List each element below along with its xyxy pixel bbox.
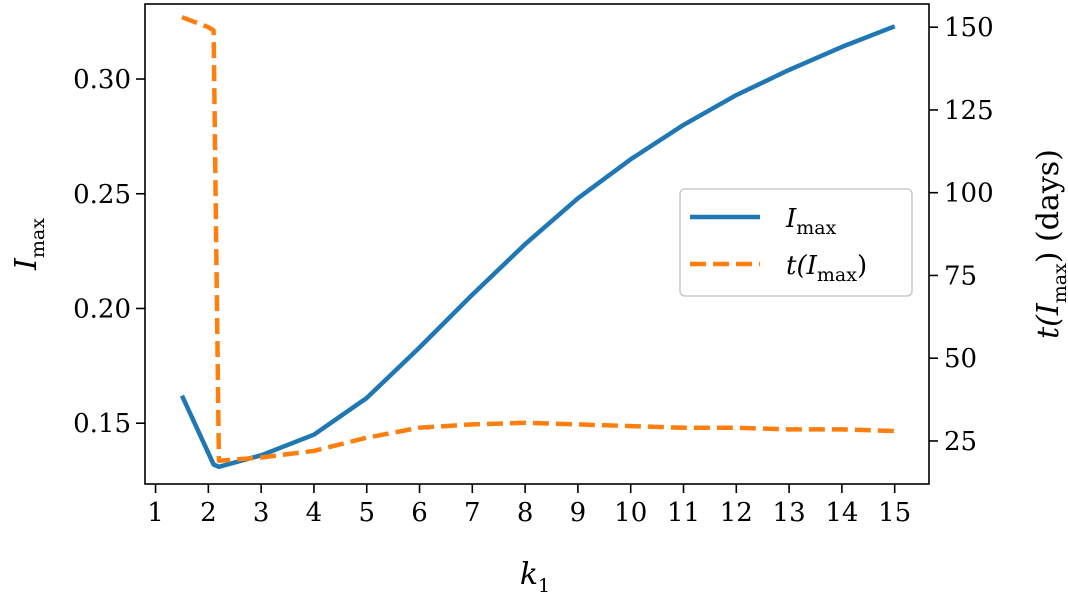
y-right-tick-label: 150 <box>944 13 994 43</box>
x-tick-label: 3 <box>253 498 270 528</box>
x-tick-label: 15 <box>878 498 911 528</box>
x-tick-label: 2 <box>200 498 217 528</box>
plot-frame <box>144 3 930 485</box>
x-tick-label: 5 <box>358 498 375 528</box>
y-right-tick-label: 125 <box>944 96 994 126</box>
x-tick-label: 13 <box>773 498 806 528</box>
x-tick-label: 6 <box>411 498 428 528</box>
y-right-tick-label: 50 <box>944 344 977 374</box>
x-tick-label: 12 <box>720 498 753 528</box>
y-left-tick-label: 0.20 <box>73 294 131 324</box>
legend-label-i-max: Imax <box>785 204 837 239</box>
x-axis: 1 2 3 4 5 6 7 8 9 10 11 12 13 14 15 <box>147 484 911 528</box>
x-tick-label: 4 <box>306 498 323 528</box>
y-axis-left: 0.15 0.20 0.25 0.30 <box>73 65 145 439</box>
x-tick-label: 14 <box>825 498 858 528</box>
x-tick-label: 11 <box>667 498 700 528</box>
x-tick-label: 1 <box>147 498 164 528</box>
y-right-tick-label: 25 <box>944 427 977 457</box>
legend: Imax t(Imax) <box>679 188 913 297</box>
x-axis-label: k1 <box>520 557 550 596</box>
x-tick-label: 7 <box>464 498 481 528</box>
y-right-tick-label: 100 <box>944 179 994 209</box>
series-line-1 <box>181 15 895 464</box>
y-left-tick-label: 0.25 <box>73 180 131 210</box>
y-axis-right: 25 50 75 100 125 150 <box>929 13 994 457</box>
x-tick-label: 9 <box>570 498 587 528</box>
legend-label-t-i-max: t(Imax) <box>786 251 867 286</box>
plot-area <box>179 15 896 470</box>
x-tick-label: 10 <box>614 498 647 528</box>
y-left-tick-label: 0.15 <box>73 409 131 439</box>
y-right-tick-label: 75 <box>944 261 977 291</box>
y-axis-right-label: t(Imax) (days) <box>1031 149 1068 339</box>
y-axis-left-label: Imax <box>9 218 49 271</box>
y-left-tick-label: 0.30 <box>73 65 131 95</box>
x-tick-label: 8 <box>517 498 534 528</box>
